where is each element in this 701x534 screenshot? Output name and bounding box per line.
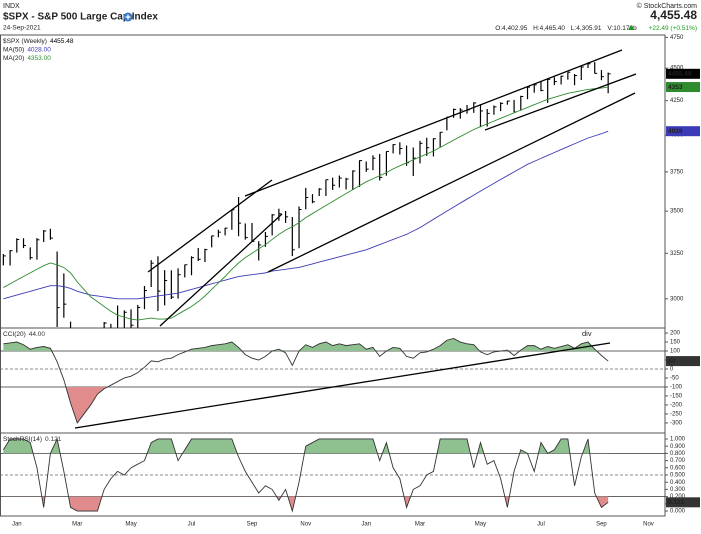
value-tag [666, 126, 700, 137]
legend-entry: MA(20) 4353.00 [3, 55, 51, 62]
x-tick-label: Sep [247, 522, 258, 528]
legend-value: 4455.48 [50, 38, 74, 45]
value-tag [666, 356, 700, 367]
legend-name: StochRSI(14) [3, 436, 42, 443]
value-tag [666, 497, 700, 508]
legend-entry: CCI(20) 44.00 [3, 331, 45, 338]
y-tick-label: -300 [670, 421, 683, 427]
y-tick-label: 0.600 [670, 465, 686, 471]
legend-name: $SPX (Weekly) [3, 38, 47, 45]
y-tick-label: 4500 [670, 66, 684, 72]
y-tick-label: 1.000 [670, 437, 686, 443]
trendline [147, 179, 273, 273]
legend-entry: MA(50) 4028.00 [3, 46, 51, 53]
source: © StockCharts.com [637, 2, 698, 10]
legend-value: 4028.00 [27, 46, 51, 53]
legend-name: CCI(20) [3, 331, 26, 338]
y-tick-label: 3000 [670, 296, 684, 302]
value-tag-label: 4028 [668, 128, 683, 135]
value-tag-label: 4455.48 [668, 71, 692, 78]
legend-entry: StochRSI(14) 0.121 [3, 436, 62, 443]
series-line [3, 337, 609, 424]
value-tag-label: 0.121 [668, 499, 685, 506]
plot-area [0, 437, 665, 513]
y-tick-label: 150 [670, 340, 681, 346]
y-tick-label: 0.400 [670, 480, 686, 486]
y-tick-label: 0 [670, 367, 674, 373]
y-tick-label: 0.200 [670, 494, 686, 500]
open: O:4,402.95 [495, 25, 528, 32]
trendline [74, 342, 611, 429]
y-tick-label: -50 [670, 376, 679, 382]
trendline [159, 213, 283, 327]
series-line [3, 130, 609, 300]
x-tick-label: Sep [596, 522, 607, 528]
y-tick-label: 100 [670, 349, 681, 355]
y-tick-label: 4250 [670, 98, 684, 104]
legend-name: MA(50) [3, 46, 24, 53]
x-tick-label: May [475, 522, 486, 528]
up-arrow [628, 25, 634, 30]
value-tag-label: 44 [668, 358, 676, 365]
plot-area [0, 337, 665, 424]
legend-name: MA(20) [3, 55, 24, 62]
plot-layer: Jan Mar May Jul Sep Nov Jan Mar May Jul Sep Nov 3000… [0, 35, 700, 528]
x-tick-label: Nov [643, 522, 654, 528]
y-tick-label: 200 [670, 331, 681, 337]
trendline [244, 49, 623, 197]
legend-value: 0.121 [45, 436, 62, 443]
overbought-fill [3, 338, 597, 352]
y-tick-label: 4750 [670, 35, 684, 41]
low: L:4,305.91 [571, 25, 602, 32]
trendlines [74, 49, 637, 429]
y-tick-label: 0.900 [670, 444, 686, 450]
overbought-fill [3, 438, 590, 454]
y-tick-label: 0.700 [670, 458, 686, 464]
series-line [3, 86, 609, 321]
y-tick-label: 3250 [670, 251, 684, 257]
x-tick-label: Jul [188, 522, 196, 528]
date: 24-Sep-2021 [3, 25, 41, 32]
y-tick-label: 0.800 [670, 451, 686, 457]
y-tick-label: 3500 [670, 209, 684, 215]
x-tick-label: Nov [300, 522, 311, 528]
value-tag [666, 82, 700, 93]
high: H:4,465.40 [533, 25, 565, 32]
x-tick-label: Mar [72, 522, 82, 528]
x-tick-label: Jan [12, 522, 22, 528]
trendline [267, 92, 636, 273]
y-tick-label: 0.500 [670, 473, 686, 479]
value-tag [666, 68, 700, 79]
change: +22.49 (+0.51%) [649, 25, 697, 32]
legend-value: 44.00 [29, 331, 46, 338]
x-tick-label: Jul [537, 522, 545, 528]
title: $SPX - S&P 500 Large Cap Index [3, 12, 158, 23]
x-tick-label: May [125, 522, 136, 528]
annotation: div [582, 329, 592, 338]
legend-entry: $SPX (Weekly) 4455.48 [3, 38, 74, 45]
legend-value: 4353.00 [27, 55, 51, 62]
y-tick-label: -100 [670, 385, 683, 391]
value-tag-label: 4353 [668, 84, 683, 91]
x-tick-label: Mar [415, 522, 425, 528]
y-tick-label: 0.000 [670, 509, 686, 515]
trendline [484, 73, 637, 131]
x-tick-label: Jan [361, 522, 371, 528]
y-tick-label: -200 [670, 403, 683, 409]
y-tick-label: -250 [670, 412, 683, 418]
add-icon[interactable] [123, 12, 133, 22]
y-tick-label: 0.300 [670, 487, 686, 493]
volume: V:10.170b [607, 25, 637, 32]
ohlc-line: O:4,402.95 H:4,465.40 L:4,305.91 V:10.17… [495, 25, 697, 32]
exchange: INDX [3, 3, 20, 10]
last-price: 4,455.48 [650, 8, 697, 22]
series-line [2, 437, 609, 513]
plot-area [2, 62, 611, 328]
y-tick-label: -150 [670, 394, 683, 400]
y-tick-label: 3750 [670, 169, 684, 175]
stochrsi-panel [0, 432, 666, 517]
